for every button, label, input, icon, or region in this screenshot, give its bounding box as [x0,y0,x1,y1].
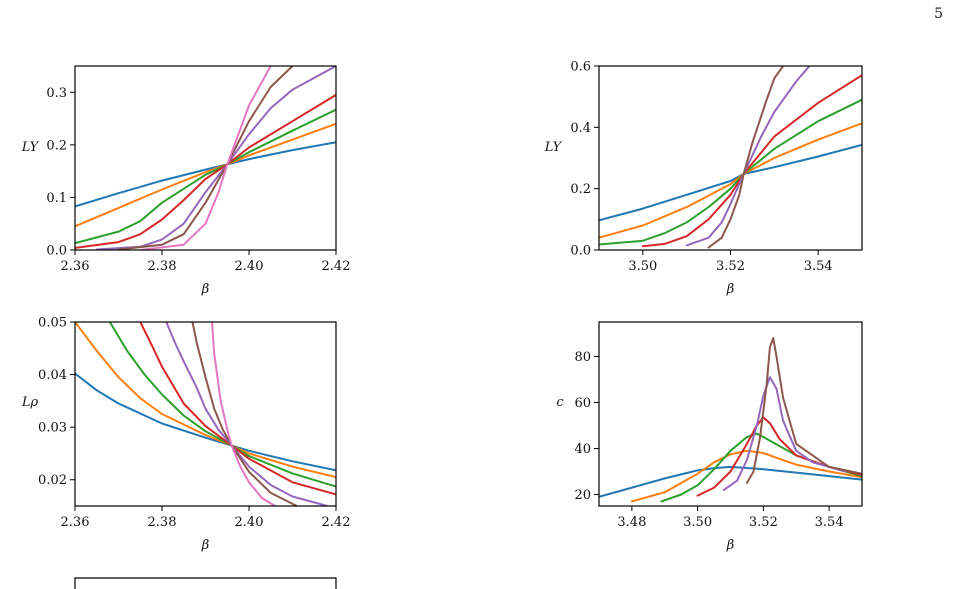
page-number: 5 [934,6,943,22]
y-tick-label: 0.3 [46,86,67,101]
x-tick-label: 2.40 [235,515,264,530]
series-line-1 [599,465,862,498]
series-line-1 [75,141,336,208]
series-line-6 [191,322,298,506]
x-tick-label: 2.38 [148,259,177,274]
x-axis-label: β [201,538,210,553]
x-tick-label: 3.52 [716,259,745,274]
x-tick-label: 3.50 [683,515,712,530]
y-tick-label: 60 [574,396,591,411]
y-tick-label: 0.04 [38,368,67,383]
x-tick-label: 2.42 [322,515,351,530]
y-axis-label: c [556,395,564,410]
series-line-6 [117,66,294,250]
series-line-2 [75,122,336,228]
panel-c-su3: 3.48 3.50 3.52 3.54 20 40 60 80 β c [556,321,863,553]
x-tick-label: 2.38 [148,515,177,530]
series-line-5 [95,66,336,250]
series-line-7 [139,66,272,250]
series-line-2 [75,322,336,479]
axes-frame [598,65,863,251]
y-tick-label: 0.02 [38,473,67,488]
series-line-6 [707,66,785,249]
x-tick-label: 3.54 [804,259,833,274]
y-tick-label: 0.4 [570,121,591,136]
x-tick-label: 2.36 [61,259,90,274]
y-tick-label: 0.0 [46,244,67,259]
plot-area [75,66,336,250]
series-line-5 [722,376,847,491]
plot-area [599,66,862,249]
series-line-4 [696,416,862,497]
y-tick-label: 0.2 [570,182,591,197]
panel-lrho-su2: 2.36 2.38 2.40 2.42 0.02 0.03 0.04 0.05 β Lρ [21,316,351,554]
y-tick-label: 0.0 [570,244,591,259]
y-tick-label: 80 [574,350,591,365]
y-tick-label: 20 [574,488,591,503]
series-line-1 [75,372,336,472]
axes-frame [598,321,863,507]
axes-frame [74,65,337,251]
panel-ly-su2: 2.36 2.38 2.40 2.42 0.0 0.1 0.2 0.3 β LY [21,65,351,297]
y-axis-label: Lρ [21,395,39,410]
x-axis-label: β [726,282,735,297]
series-line-5 [165,322,329,506]
series-line-7 [211,322,277,506]
axes-frame [74,321,337,507]
series-line-4 [139,322,336,496]
x-tick-label: 2.42 [322,259,351,274]
series-line-2 [599,122,862,239]
series-line-1 [599,143,862,222]
y-tick-label: 40 [574,442,591,457]
panel-ly-su3: 3.50 3.52 3.54 0.0 0.2 0.4 0.6 β LY [544,60,863,297]
axes-frame [74,577,337,589]
x-axis-label: β [726,538,735,553]
panel-bottom-partial [74,577,337,589]
x-tick-label: 3.50 [628,259,657,274]
plot-area [599,337,862,503]
y-tick-label: 0.6 [570,60,591,75]
series-line-4 [75,93,336,249]
x-tick-label: 3.48 [617,515,646,530]
y-tick-label: 0.05 [38,316,67,331]
x-tick-label: 3.54 [815,515,844,530]
series-line-3 [599,98,862,246]
y-tick-label: 0.1 [46,191,67,206]
y-axis-label: LY [544,140,563,155]
y-tick-label: 0.03 [38,421,67,436]
series-line-3 [75,108,336,245]
x-tick-label: 3.52 [749,515,778,530]
x-tick-label: 2.36 [61,515,90,530]
series-line-2 [630,449,862,503]
x-tick-label: 2.40 [235,259,264,274]
series-line-3 [108,322,336,488]
plot-area [75,322,336,506]
x-axis-label: β [201,282,210,297]
series-line-6 [745,337,862,484]
y-axis-label: LY [21,140,40,155]
series-line-4 [641,74,862,248]
y-tick-label: 0.2 [46,138,67,153]
